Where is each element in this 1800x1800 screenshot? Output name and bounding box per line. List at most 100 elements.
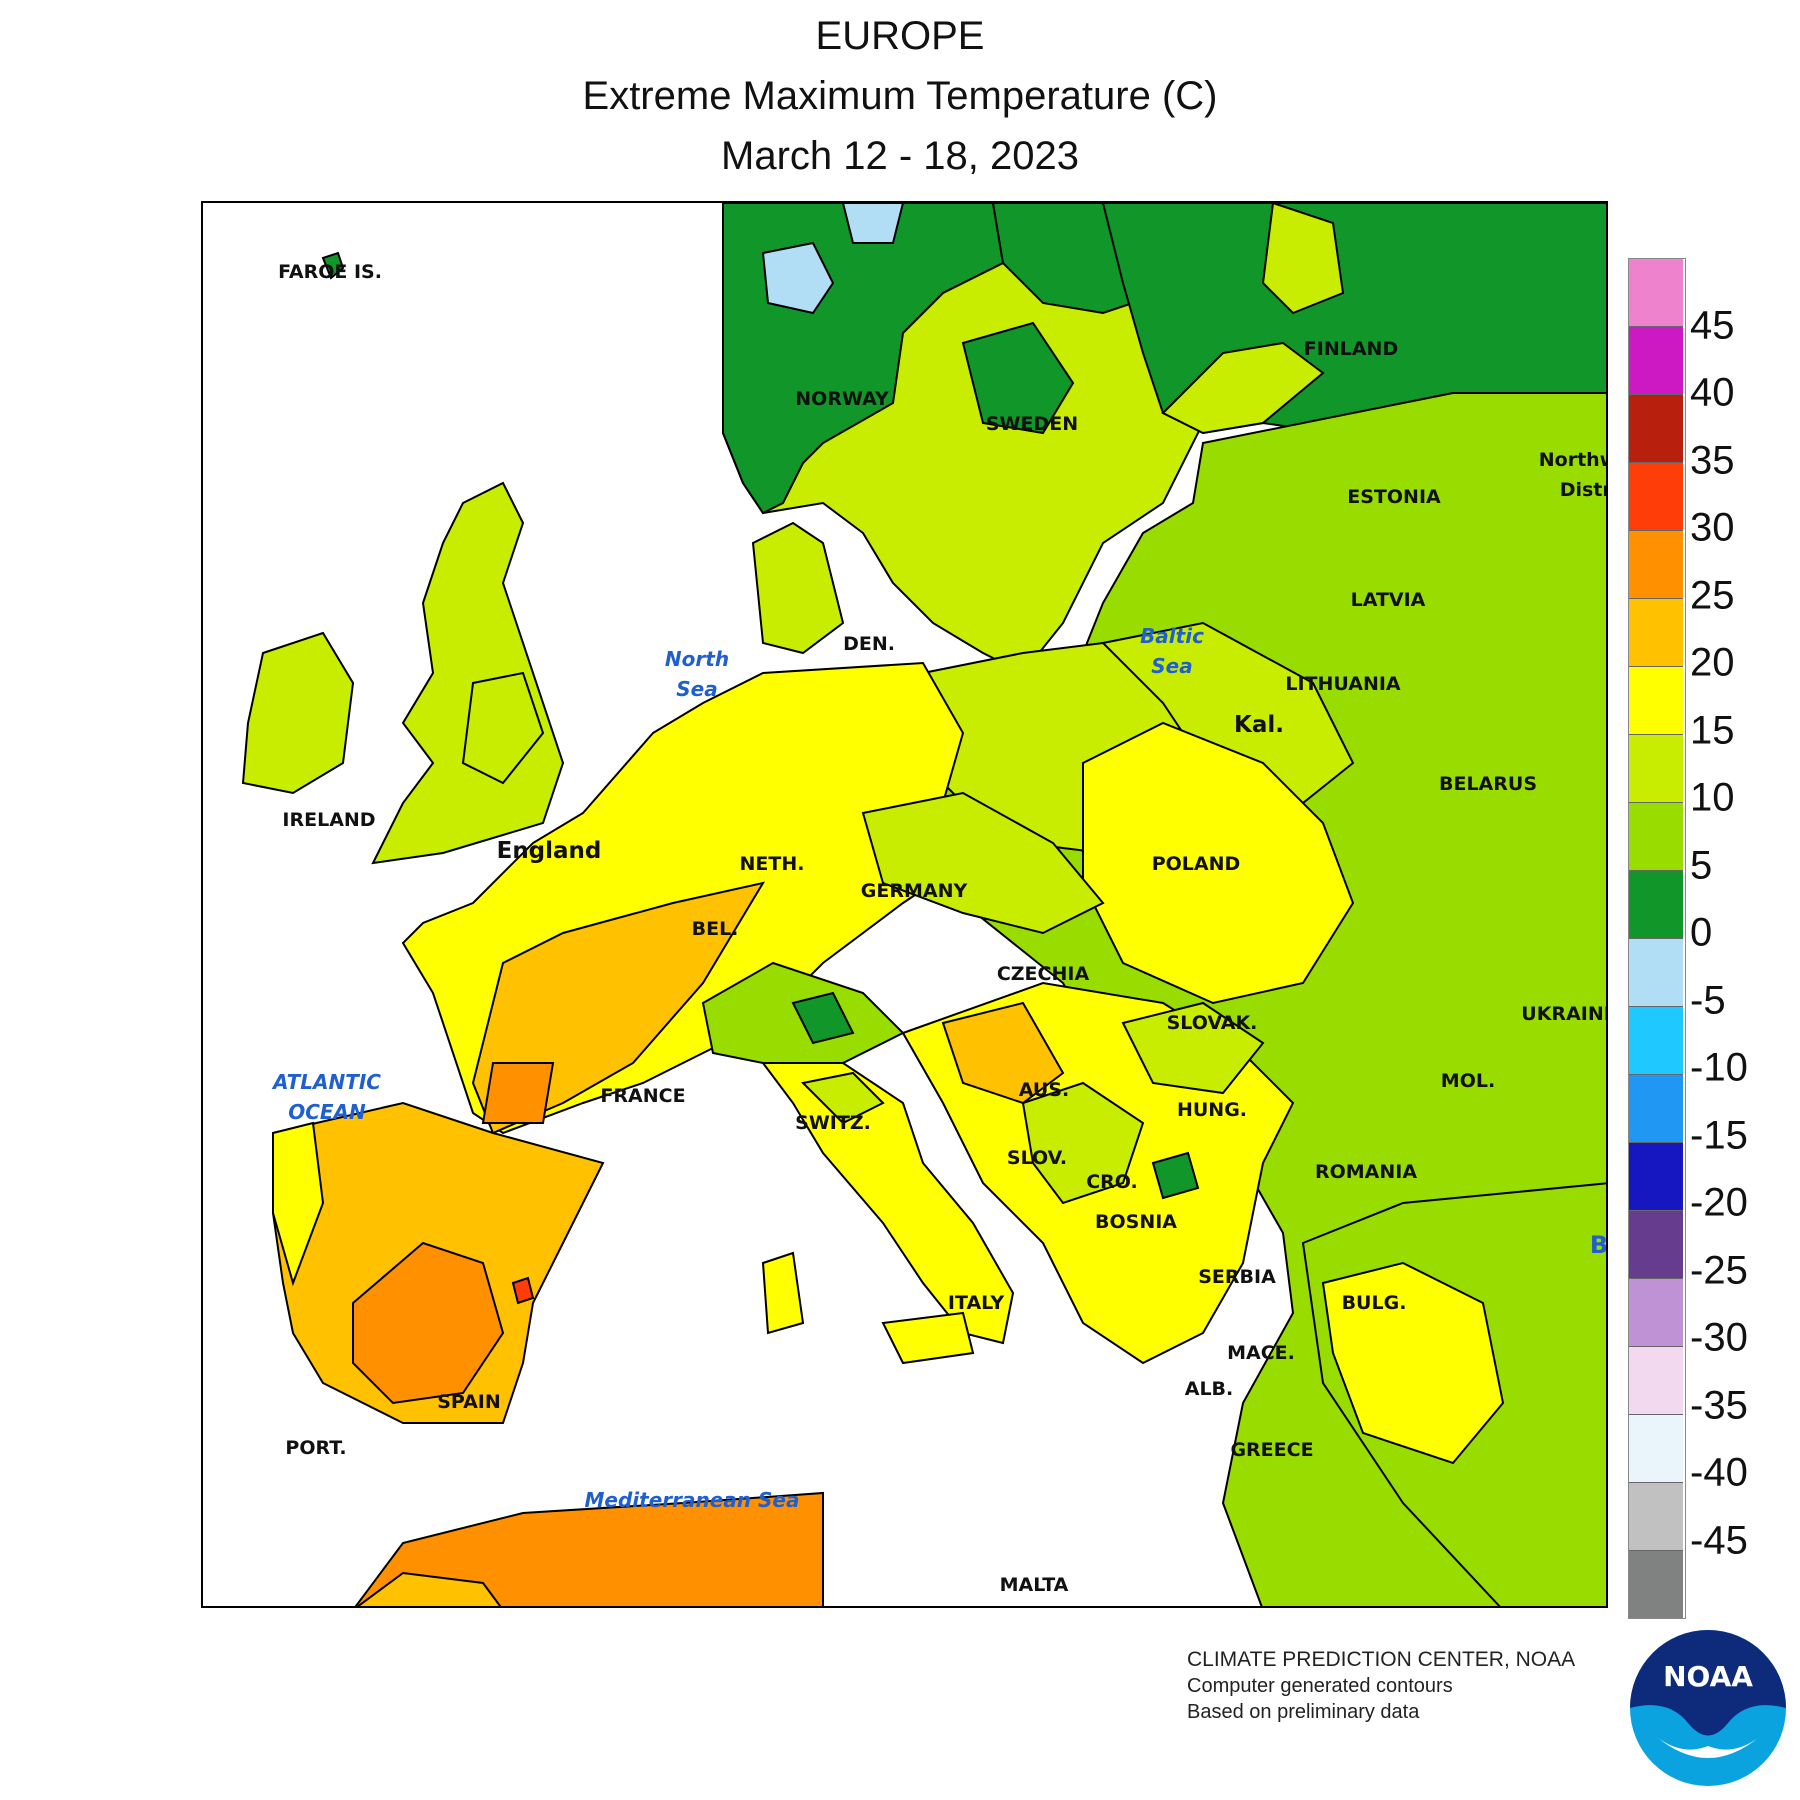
label-hungary: HUNG. bbox=[1176, 1099, 1248, 1121]
noaa-logo: NOAA bbox=[1630, 1630, 1786, 1786]
legend-tick-label: 10 bbox=[1690, 775, 1735, 820]
legend-swatch bbox=[1629, 1279, 1683, 1347]
baltic-sea-line2: Sea bbox=[1151, 654, 1193, 678]
label-black-sea-partial: B bbox=[1589, 1231, 1608, 1259]
legend-tick-label: 20 bbox=[1690, 640, 1735, 685]
label-northwest-district-2: Distri bbox=[1559, 479, 1606, 501]
legend-swatch bbox=[1629, 1415, 1683, 1483]
label-italy: ITALY bbox=[947, 1292, 1005, 1314]
credit-line1: CLIMATE PREDICTION CENTER, NOAA bbox=[1187, 1648, 1576, 1671]
label-albania: ALB. bbox=[1184, 1378, 1234, 1400]
zone-czechia-cool bbox=[861, 791, 1105, 935]
zone-alps-cold bbox=[791, 991, 855, 1045]
zone-sweden-east-cold bbox=[961, 321, 1075, 435]
zone-ukraine-warm bbox=[1082, 721, 1355, 1005]
atlantic-line2: OCEAN bbox=[288, 1100, 366, 1124]
label-kaliningrad: Kal. bbox=[1234, 712, 1284, 738]
legend-tick-label: -25 bbox=[1690, 1248, 1748, 1292]
zone-iberia-hot bbox=[352, 1241, 505, 1405]
map-title-region: EUROPE bbox=[815, 14, 985, 58]
label-romania: ROMANIA bbox=[1314, 1161, 1418, 1183]
baltic-sea-line1: Baltic bbox=[1140, 624, 1204, 648]
label-moldova: MOL. bbox=[1440, 1070, 1496, 1092]
map-title-period: March 12 - 18, 2023 bbox=[721, 134, 1079, 178]
label-ukraine: UKRAINE bbox=[1521, 1003, 1608, 1025]
legend-tick-label: 45 bbox=[1690, 303, 1735, 347]
legend-swatch bbox=[1629, 939, 1683, 1007]
map-title-variable: Extreme Maximum Temperature (C) bbox=[582, 74, 1218, 118]
legend-tick-label: -40 bbox=[1690, 1450, 1748, 1495]
legend-swatch bbox=[1629, 1007, 1683, 1075]
zone-bulgaria-cold bbox=[1151, 1151, 1200, 1200]
north-sea-line2: Sea bbox=[676, 677, 718, 701]
label-france: FRANCE bbox=[600, 1085, 686, 1107]
legend-tick-label: -30 bbox=[1690, 1315, 1748, 1360]
label-mediterranean-sea: Mediterranean Sea bbox=[584, 1488, 800, 1512]
zone-turkey-warm bbox=[1321, 1261, 1505, 1465]
legend-tick-label: -20 bbox=[1690, 1180, 1748, 1225]
label-germany: GERMANY bbox=[860, 880, 968, 902]
land-north-africa bbox=[354, 1491, 824, 1606]
label-poland: POLAND bbox=[1151, 853, 1241, 875]
legend-tick-label: 35 bbox=[1690, 438, 1735, 482]
label-malta: MALTA bbox=[999, 1574, 1069, 1596]
legend-swatch bbox=[1629, 667, 1683, 735]
legend-tick-label: 30 bbox=[1690, 505, 1735, 550]
zone-romania-cool bbox=[1121, 1001, 1265, 1095]
legend-tick-label: -15 bbox=[1690, 1113, 1748, 1157]
zone-serbia-cool bbox=[1021, 1081, 1145, 1205]
legend-swatch bbox=[1629, 1075, 1683, 1143]
label-bulgaria: BULG. bbox=[1341, 1292, 1407, 1314]
label-austria: AUS. bbox=[1018, 1079, 1070, 1101]
legend-swatch bbox=[1629, 1483, 1683, 1551]
label-latvia: LATVIA bbox=[1350, 589, 1426, 611]
legend-tick-label: -10 bbox=[1690, 1045, 1748, 1090]
land-sicily bbox=[881, 1311, 975, 1365]
zone-iberia-west bbox=[272, 1121, 325, 1287]
legend-swatch bbox=[1629, 803, 1683, 871]
zone-norway-snow bbox=[761, 241, 835, 315]
label-atlantic-ocean: ATLANTIC OCEAN bbox=[273, 1067, 381, 1127]
legend-tick-label: 25 bbox=[1690, 573, 1735, 617]
label-england: England bbox=[496, 838, 602, 864]
label-sweden: SWEDEN bbox=[985, 413, 1079, 435]
legend-tick-label: -35 bbox=[1690, 1383, 1748, 1427]
land-sardinia bbox=[761, 1251, 805, 1335]
land-faroe bbox=[321, 251, 345, 280]
label-estonia: ESTONIA bbox=[1347, 486, 1441, 508]
legend-swatch bbox=[1629, 735, 1683, 803]
zone-sweden-snow bbox=[841, 203, 905, 244]
label-norway: NORWAY bbox=[795, 388, 889, 410]
legend-tick-label: -5 bbox=[1690, 978, 1726, 1022]
label-northwest-district-1: Northw bbox=[1538, 449, 1606, 471]
legend-swatch bbox=[1629, 1551, 1683, 1618]
zone-italy-cool bbox=[800, 1071, 885, 1125]
label-baltic-sea: Baltic Sea bbox=[1140, 621, 1204, 681]
label-croatia: CRO. bbox=[1086, 1171, 1138, 1193]
zone-croatia-hot bbox=[941, 1001, 1065, 1105]
label-netherlands: NETH. bbox=[739, 853, 805, 875]
label-macedonia: MACE. bbox=[1227, 1342, 1295, 1364]
land-denmark bbox=[751, 521, 845, 655]
label-serbia: SERBIA bbox=[1198, 1266, 1276, 1288]
label-bosnia: BOSNIA bbox=[1095, 1211, 1177, 1233]
label-greece: GREECE bbox=[1230, 1439, 1314, 1461]
label-ireland: IRELAND bbox=[282, 809, 376, 831]
legend-swatch bbox=[1629, 327, 1683, 395]
label-czechia: CZECHIA bbox=[996, 963, 1090, 985]
legend-tick-label: 5 bbox=[1690, 843, 1713, 887]
label-lithuania: LITHUANIA bbox=[1285, 673, 1401, 695]
legend-tick-label: -45 bbox=[1690, 1518, 1748, 1562]
land-ireland bbox=[241, 631, 355, 795]
legend-tick-label: 40 bbox=[1690, 370, 1735, 415]
label-spain: SPAIN bbox=[437, 1391, 501, 1413]
noaa-logo-text: NOAA bbox=[1663, 1660, 1753, 1693]
legend-swatch bbox=[1629, 395, 1683, 463]
zone-africa-warm bbox=[356, 1571, 502, 1606]
zone-iberia-hottest bbox=[511, 1276, 535, 1305]
zone-england-warm bbox=[461, 671, 545, 785]
land-italy bbox=[761, 1062, 1015, 1345]
legend-tick-label: 0 bbox=[1690, 910, 1713, 955]
legend-swatch bbox=[1629, 259, 1683, 327]
legend-swatch bbox=[1629, 871, 1683, 939]
